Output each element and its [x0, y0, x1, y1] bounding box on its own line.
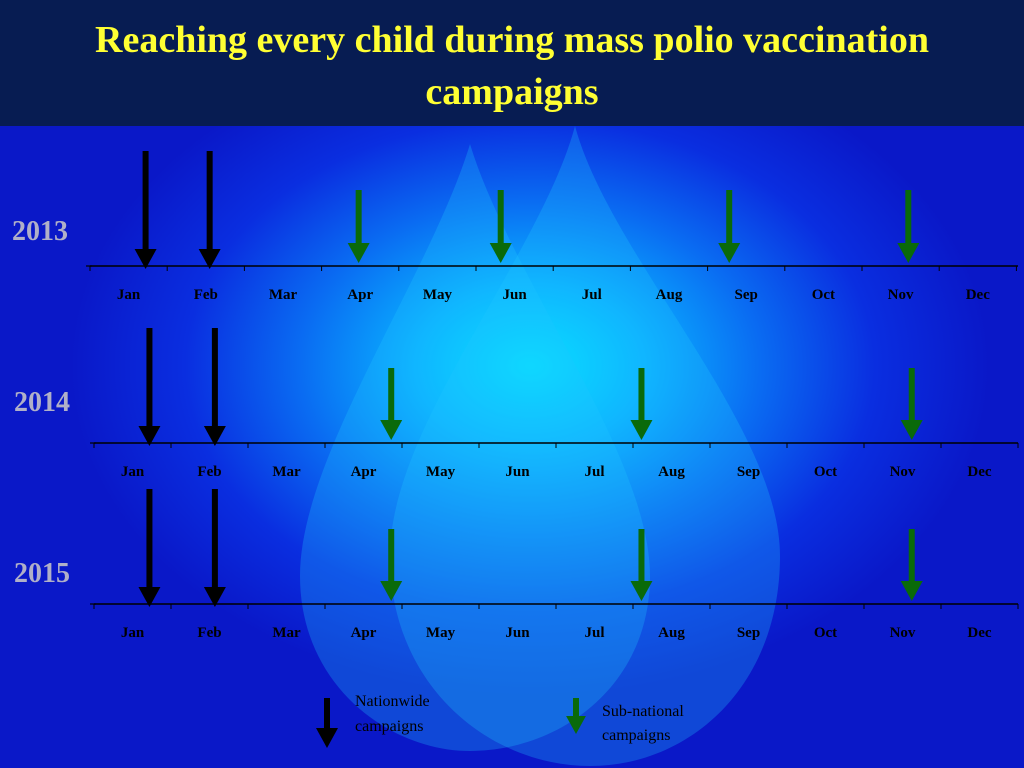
- subnational-arrow: [900, 529, 923, 601]
- timeline-2014: 2014 Jan Feb Mar Apr May Jun Jul Aug Sep Oct Nov Dec: [14, 328, 1019, 480]
- subnational-arrow: [900, 368, 923, 440]
- month-label: Aug: [658, 464, 685, 480]
- slide-title: Reaching every child during mass polio v…: [0, 14, 1024, 118]
- month-label: Apr: [347, 287, 373, 303]
- nationwide-arrow: [198, 151, 221, 269]
- nationwide-arrow: [203, 489, 226, 607]
- title-bar: Reaching every child during mass polio v…: [0, 0, 1024, 126]
- nationwide-arrow: [203, 328, 226, 446]
- month-label: Jun: [503, 287, 528, 303]
- subnational-arrow: [630, 529, 653, 601]
- nationwide-arrow: [138, 328, 161, 446]
- legend-subnational-label-line-2: campaigns: [602, 727, 670, 744]
- month-label: May: [423, 287, 453, 303]
- month-label: Nov: [890, 464, 916, 480]
- month-label: Oct: [814, 625, 837, 641]
- month-label: Jan: [121, 625, 145, 641]
- month-label: Apr: [351, 625, 377, 641]
- title-line-1: Reaching every child during mass polio v…: [95, 19, 929, 61]
- year-label: 2014: [14, 387, 70, 418]
- subnational-arrow: [897, 190, 920, 263]
- legend-nationwide-arrow: [316, 698, 338, 748]
- year-label: 2013: [12, 216, 68, 247]
- month-label: Jul: [584, 464, 604, 480]
- timeline-diagram: 2013 Jan Feb Mar Apr May Jun Jul Aug Sep Oct Nov Dec…: [12, 151, 1019, 748]
- month-label: Feb: [197, 464, 221, 480]
- nationwide-arrow: [138, 489, 161, 607]
- month-label: Mar: [272, 464, 301, 480]
- subnational-arrow: [347, 190, 370, 263]
- legend-subnational: Sub-national campaigns: [566, 698, 684, 744]
- month-label: Feb: [197, 625, 221, 641]
- legend-nationwide-label-line-2: campaigns: [355, 718, 423, 735]
- month-label: Jan: [117, 287, 141, 303]
- droplet-shape-right: [390, 126, 780, 766]
- month-label: Jul: [584, 625, 604, 641]
- month-label: May: [426, 625, 456, 641]
- month-label: Apr: [351, 464, 377, 480]
- month-label: Dec: [967, 625, 991, 641]
- month-label: Jun: [505, 625, 530, 641]
- legend-subnational-arrow: [566, 698, 586, 734]
- month-label: Sep: [737, 625, 760, 641]
- month-label: Feb: [194, 287, 218, 303]
- month-label: Dec: [967, 464, 991, 480]
- subnational-arrow: [380, 368, 403, 440]
- month-label: Sep: [737, 464, 760, 480]
- month-label: Jul: [582, 287, 602, 303]
- month-label: Nov: [890, 625, 916, 641]
- month-label: May: [426, 464, 456, 480]
- timeline-2015: 2015 Jan Feb Mar Apr May Jun Jul Aug Sep Oct Nov Dec: [14, 489, 1019, 641]
- droplet-shape-left: [300, 144, 650, 751]
- legend-subnational-label-line-1: Sub-national: [602, 703, 684, 720]
- month-label: Mar: [272, 625, 301, 641]
- subnational-arrow: [630, 368, 653, 440]
- month-label: Oct: [812, 287, 835, 303]
- subnational-arrow: [380, 529, 403, 601]
- subnational-arrow: [489, 190, 512, 263]
- month-label: Jun: [505, 464, 530, 480]
- month-label: Sep: [735, 287, 758, 303]
- legend: Nationwide campaigns Sub-national campaigns: [316, 693, 684, 748]
- month-label: Aug: [658, 625, 685, 641]
- title-line-2: campaigns: [425, 71, 599, 113]
- month-label: Jan: [121, 464, 145, 480]
- nationwide-arrow: [134, 151, 157, 269]
- month-label: Dec: [966, 287, 990, 303]
- droplet-background: [300, 126, 780, 766]
- month-label: Aug: [656, 287, 683, 303]
- year-label: 2015: [14, 558, 70, 589]
- timeline-2013: 2013 Jan Feb Mar Apr May Jun Jul Aug Sep Oct Nov Dec: [12, 151, 1018, 303]
- month-label: Oct: [814, 464, 837, 480]
- legend-nationwide: Nationwide campaigns: [316, 693, 430, 748]
- month-label: Mar: [269, 287, 298, 303]
- campaign-diagram: 2013 Jan Feb Mar Apr May Jun Jul Aug Sep Oct Nov Dec…: [0, 126, 1024, 768]
- legend-nationwide-label-line-1: Nationwide: [355, 693, 430, 710]
- month-label: Nov: [888, 287, 914, 303]
- subnational-arrow: [718, 190, 741, 263]
